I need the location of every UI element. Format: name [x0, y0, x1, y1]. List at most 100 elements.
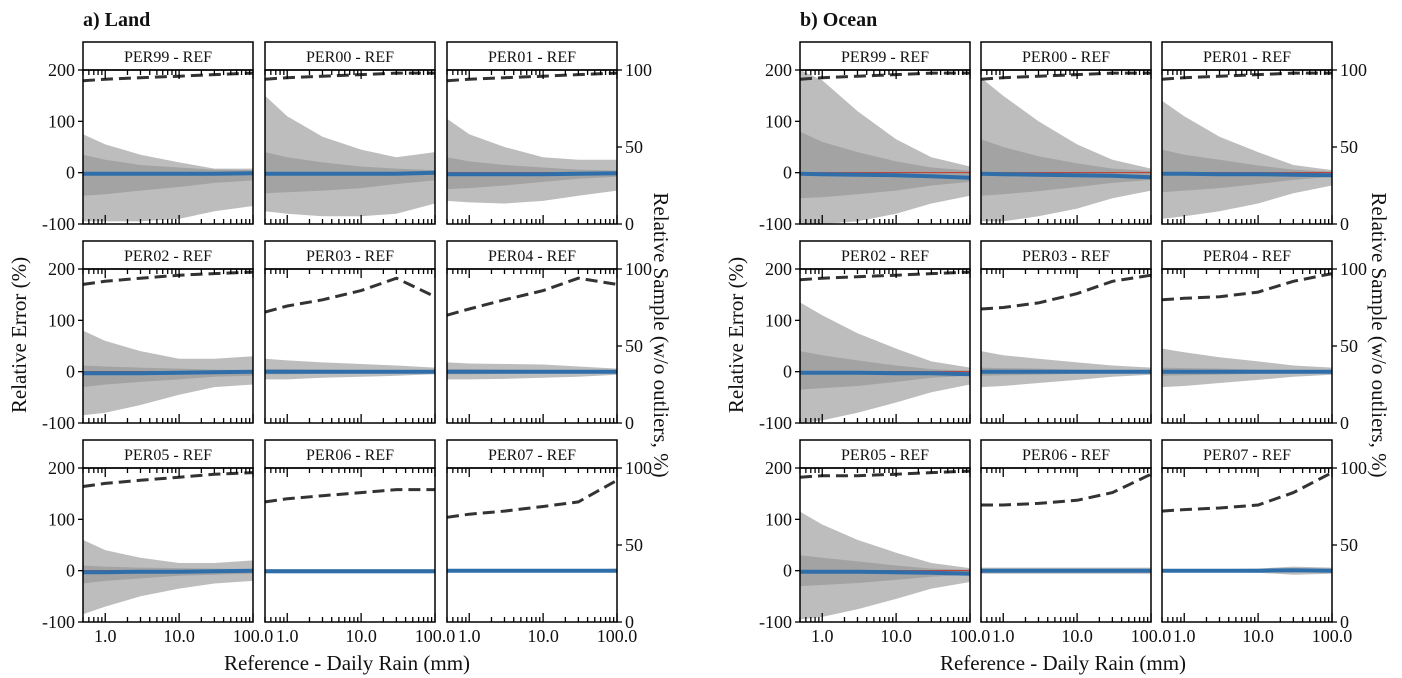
y-tick-label: -100 — [759, 612, 792, 632]
median-line — [83, 568, 254, 575]
panel: PER07 - REF 1.0 10.0 100.0 100 50 0 — [446, 439, 652, 646]
panel: PER04 - REF 100 50 0 — [446, 240, 652, 433]
median-line — [799, 171, 971, 180]
panel-title: PER99 - REF — [841, 49, 929, 66]
panel-title: PER00 - REF — [306, 49, 394, 66]
y-tick-label: 100 — [765, 111, 792, 131]
y-tick-label: 0 — [783, 362, 792, 382]
y2-tick-label: 50 — [1340, 137, 1358, 157]
panel: PER03 - REF — [980, 240, 1152, 424]
x-ticks — [446, 468, 618, 622]
panel-strip — [980, 240, 1152, 270]
panel-strip — [446, 240, 618, 270]
median-line — [447, 171, 618, 177]
y2-tick-label: 0 — [1340, 612, 1349, 632]
outer-band — [447, 118, 617, 204]
panel-frame — [980, 467, 1152, 623]
panel-title: PER02 - REF — [124, 248, 212, 265]
relative-sample-line — [264, 276, 436, 314]
y-tick-label: -100 — [42, 413, 75, 433]
y2-tick-label: 50 — [1340, 336, 1358, 356]
panel-title: PER01 - REF — [1203, 49, 1291, 66]
panel-title: PER05 - REF — [124, 447, 212, 464]
x-tick-label: 1.0 — [94, 626, 117, 646]
panel-strip — [1161, 439, 1333, 469]
panel: PER99 - REF 200 100 0 -100 — [42, 41, 254, 234]
y2-tick-label: 100 — [1340, 60, 1367, 80]
outer-band — [1162, 100, 1332, 219]
y-tick-label: 200 — [765, 458, 792, 478]
x-ticks — [264, 70, 436, 224]
panel-title: PER04 - REF — [1203, 248, 1291, 265]
panel-title: PER07 - REF — [1203, 447, 1291, 464]
relative-sample-line — [82, 471, 254, 488]
x-tick-label: 100.0 — [1312, 626, 1353, 646]
panel-strip — [980, 439, 1152, 469]
panel: PER02 - REF 200 100 0 -100 — [759, 240, 971, 433]
relative-sample-line — [446, 276, 618, 317]
y2-tick-label: 100 — [625, 259, 652, 279]
panel-strip — [446, 439, 618, 469]
relative-sample-line — [264, 71, 435, 81]
x-ticks — [980, 70, 1152, 224]
x-tick-label: 10.0 — [163, 626, 195, 646]
inner-band — [981, 139, 1151, 196]
inner-band — [800, 351, 970, 390]
outer-band — [83, 539, 253, 615]
y-tick-label: 100 — [765, 310, 792, 330]
y-axis-label-left-land: Relative Error (%) — [7, 257, 31, 413]
y2-tick-label: 0 — [625, 612, 634, 632]
median-line — [265, 170, 436, 176]
outer-band — [981, 351, 1151, 388]
panel: PER03 - REF — [264, 240, 436, 424]
relative-sample-line — [446, 71, 618, 83]
y-tick-label: 200 — [48, 259, 75, 279]
inner-band — [800, 131, 970, 199]
x-ticks — [446, 269, 618, 423]
x-ticks — [82, 269, 254, 423]
inner-band — [1162, 149, 1332, 193]
y2-tick-label: 50 — [625, 535, 643, 555]
relative-sample-line — [1161, 471, 1333, 513]
panel-title: PER99 - REF — [124, 49, 212, 66]
x-ticks — [82, 70, 254, 224]
x-ticks — [1161, 269, 1333, 423]
panel-strip — [82, 240, 254, 270]
x-tick-label: 10.0 — [345, 626, 377, 646]
x-ticks — [799, 269, 971, 423]
y-tick-label: 100 — [765, 509, 792, 529]
x-tick-label: 100.0 — [233, 626, 274, 646]
median-line — [83, 171, 254, 176]
outer-band — [265, 358, 435, 380]
outer-band — [800, 302, 970, 423]
relative-sample-line — [1161, 272, 1333, 302]
panel-frame — [1161, 268, 1333, 424]
chart-ocean: b) Ocean Relative Error (%) Relative Sam… — [724, 9, 1391, 675]
median-line — [1162, 568, 1333, 573]
panel: PER00 - REF — [264, 41, 436, 225]
relative-sample-line — [82, 270, 254, 286]
y-axis-label-left-ocean: Relative Error (%) — [724, 257, 748, 413]
panel: PER07 - REF 1.0 10.0 100.0 100 50 0 — [1161, 439, 1367, 646]
panel: PER04 - REF 100 50 0 — [1161, 240, 1367, 433]
panel-title: PER02 - REF — [841, 248, 929, 265]
x-ticks — [799, 70, 971, 224]
panel-strip — [82, 41, 254, 71]
x-tick-label: 10.0 — [880, 626, 912, 646]
panel-strip — [980, 41, 1152, 71]
panel-title: PER04 - REF — [488, 248, 576, 265]
y-tick-label: -100 — [759, 413, 792, 433]
median-line — [800, 370, 971, 377]
y-tick-label: 200 — [48, 60, 75, 80]
panel-title: PER07 - REF — [488, 447, 576, 464]
panel-strip — [264, 240, 436, 270]
chart-title-land: a) Land — [83, 9, 150, 31]
y2-tick-label: 50 — [625, 137, 643, 157]
median-line — [1162, 171, 1333, 178]
x-ticks — [1161, 468, 1333, 622]
relative-sample-line — [981, 472, 1152, 507]
panel-title: PER05 - REF — [841, 447, 929, 464]
x-ticks — [264, 269, 436, 423]
relative-sample-line — [1161, 71, 1332, 81]
